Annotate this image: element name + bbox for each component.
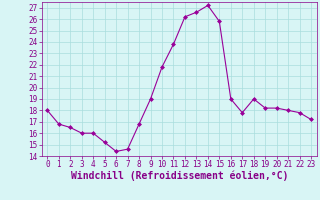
X-axis label: Windchill (Refroidissement éolien,°C): Windchill (Refroidissement éolien,°C): [70, 171, 288, 181]
